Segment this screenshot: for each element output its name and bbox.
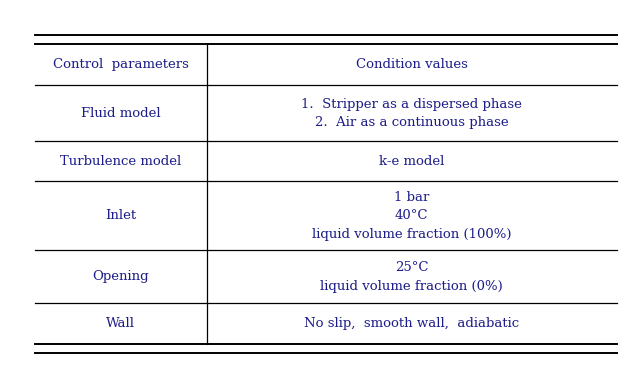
- Text: Fluid model: Fluid model: [81, 107, 161, 120]
- Text: Inlet: Inlet: [105, 209, 137, 222]
- Text: Opening: Opening: [93, 270, 150, 283]
- Text: Condition values: Condition values: [356, 58, 468, 71]
- Text: k-e model: k-e model: [379, 155, 444, 168]
- Text: 1 bar
40°C
liquid volume fraction (100%): 1 bar 40°C liquid volume fraction (100%): [312, 191, 511, 240]
- Text: Wall: Wall: [107, 317, 135, 330]
- Text: Turbulence model: Turbulence model: [60, 155, 181, 168]
- Text: Control  parameters: Control parameters: [53, 58, 189, 71]
- Text: No slip,  smooth wall,  adiabatic: No slip, smooth wall, adiabatic: [304, 317, 520, 330]
- Text: 25°C
liquid volume fraction (0%): 25°C liquid volume fraction (0%): [320, 261, 503, 293]
- Text: 1.  Stripper as a dispersed phase
2.  Air as a continuous phase: 1. Stripper as a dispersed phase 2. Air …: [301, 98, 522, 129]
